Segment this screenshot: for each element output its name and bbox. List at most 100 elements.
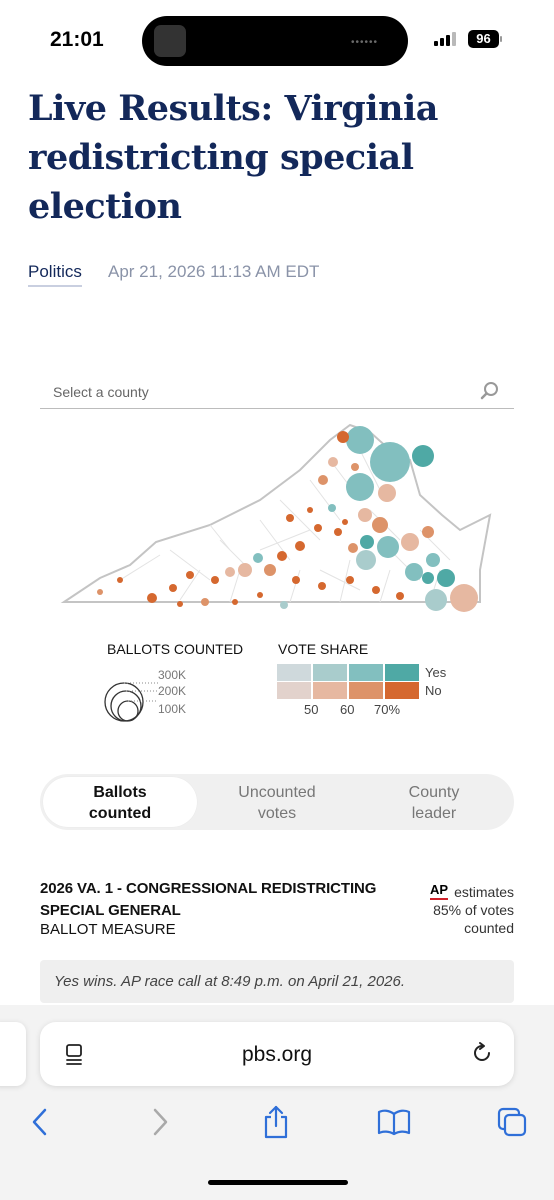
share-tick: 50 (304, 702, 319, 717)
url-text: pbs.org (241, 1043, 313, 1066)
county-bubble (422, 526, 434, 538)
county-bubble (346, 576, 354, 584)
yes-swatch (313, 664, 347, 681)
address-bar[interactable]: pbs.org (40, 1022, 514, 1086)
no-swatch (313, 682, 347, 699)
tabs-button[interactable] (492, 1102, 532, 1142)
county-bubble (117, 577, 123, 583)
forward-button[interactable] (140, 1102, 180, 1142)
county-bubble (372, 517, 388, 533)
ap-estimate: estimates 85% of votes counted (433, 884, 514, 936)
county-bubble (225, 567, 235, 577)
title-line: Live Results: Virginia (28, 88, 438, 129)
county-bubble (346, 473, 374, 501)
county-bubble (337, 431, 349, 443)
county-bubble (450, 584, 478, 612)
county-search-input[interactable] (40, 378, 460, 406)
county-bubble (201, 598, 209, 606)
size-label: 300K (158, 668, 187, 682)
no-label: No (425, 683, 442, 698)
share-button[interactable] (256, 1102, 296, 1142)
map-view-tabs: Ballots counted Uncounted votes County lead… (40, 774, 514, 830)
county-bubble (356, 550, 376, 570)
county-bubble (277, 551, 287, 561)
bookmarks-button[interactable] (374, 1102, 414, 1142)
yes-label: Yes (425, 665, 447, 680)
share-tick: 70% (374, 702, 401, 717)
county-bubble (257, 592, 263, 598)
tab-uncounted-votes[interactable]: Uncounted votes (238, 784, 316, 822)
battery-level: 96 (468, 30, 499, 48)
no-swatch (277, 682, 311, 699)
vote-share-legend-title: VOTE SHARE (278, 641, 369, 657)
county-bubble (346, 426, 374, 454)
county-bubble (412, 445, 434, 467)
county-bubble (342, 519, 348, 525)
county-bubble (264, 564, 276, 576)
county-bubble (348, 543, 358, 553)
county-bubble (401, 533, 419, 551)
ballots-size-legend (104, 682, 158, 722)
county-bubble (334, 528, 342, 536)
tab-ballots-counted[interactable]: Ballots counted (43, 777, 197, 827)
yes-swatch (385, 664, 419, 681)
home-indicator[interactable] (208, 1180, 348, 1185)
county-bubble (437, 569, 455, 587)
reload-icon[interactable] (470, 1041, 494, 1065)
county-bubble (286, 514, 294, 522)
share-tick: 60 (340, 702, 355, 717)
county-bubble (360, 535, 374, 549)
ballots-legend-title: BALLOTS COUNTED (107, 641, 244, 657)
back-button[interactable] (20, 1102, 60, 1142)
race-call-banner: Yes wins. AP race call at 8:49 p.m. on A… (40, 960, 514, 1003)
county-bubble-map[interactable] (60, 420, 500, 620)
county-bubble (318, 582, 326, 590)
island-thumbnail-icon (154, 25, 186, 57)
island-dots-icon: •••••• (350, 37, 378, 48)
county-bubble (372, 586, 380, 594)
county-bubble (396, 592, 404, 600)
county-bubble (186, 571, 194, 579)
no-swatch (349, 682, 383, 699)
race-title: 2026 VA. 1 - CONGRESSIONAL REDISTRICTING… (40, 880, 377, 919)
county-bubble (425, 589, 447, 611)
search-icon[interactable] (480, 381, 500, 401)
bookmarks-book-icon (377, 1109, 411, 1136)
yes-swatch (277, 664, 311, 681)
race-subtitle: BALLOT MEASURE (40, 921, 176, 938)
page-title: Live Results: Virginia redistricting spe… (28, 84, 528, 231)
dynamic-island: •••••• (142, 16, 408, 66)
back-chevron-icon (32, 1108, 47, 1136)
county-bubble (405, 563, 423, 581)
share-icon (264, 1105, 288, 1139)
county-bubble (314, 524, 322, 532)
category-link[interactable]: Politics (28, 262, 82, 287)
forward-chevron-icon (153, 1108, 168, 1136)
title-line: election (28, 186, 182, 227)
size-label: 100K (158, 702, 187, 716)
county-bubble (351, 463, 359, 471)
article-timestamp: Apr 21, 2026 11:13 AM EDT (108, 262, 320, 281)
title-line: redistricting special (28, 137, 414, 178)
county-bubble (378, 484, 396, 502)
county-bubble (177, 601, 183, 607)
reader-mode-icon[interactable] (64, 1043, 86, 1065)
tab-county-leader[interactable]: County leader (408, 784, 460, 822)
previous-tab-peek[interactable] (0, 1022, 26, 1086)
county-bubble (377, 536, 399, 558)
county-bubble (169, 584, 177, 592)
county-search (40, 378, 514, 409)
county-bubble (295, 541, 305, 551)
status-time: 21:01 (50, 28, 104, 51)
county-bubble (328, 504, 336, 512)
tabs-icon (497, 1107, 527, 1137)
ap-logo: AP (430, 883, 449, 900)
county-bubble (232, 599, 238, 605)
county-bubble (238, 563, 252, 577)
cellular-signal-icon (434, 32, 456, 46)
no-swatch (385, 682, 419, 699)
county-bubble (280, 601, 288, 609)
county-bubble (370, 442, 410, 482)
county-bubble (358, 508, 372, 522)
county-bubble (426, 553, 440, 567)
